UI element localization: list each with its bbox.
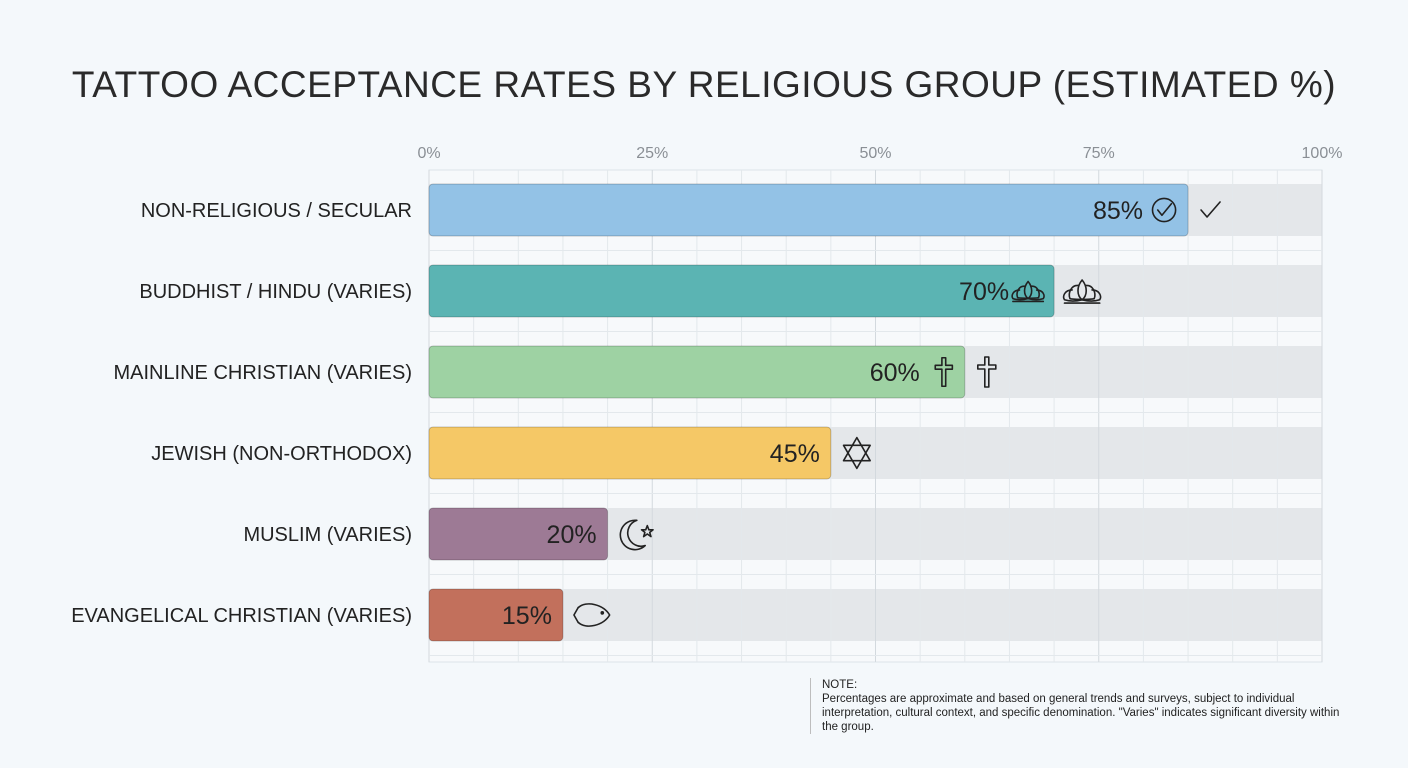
bar-value-label: 60%	[870, 359, 920, 387]
bar-value-label: 70%	[959, 278, 1009, 306]
x-tick-label: 100%	[1302, 145, 1343, 162]
cross-icon	[976, 356, 997, 388]
y-category-label: MAINLINE CHRISTIAN (VARIES)	[113, 362, 412, 384]
note-heading: NOTE:	[822, 679, 858, 691]
cross-icon	[934, 356, 954, 388]
crescent-star-icon	[619, 519, 654, 551]
lotus-icon	[1062, 279, 1102, 304]
bar-value-label: 45%	[770, 440, 820, 468]
fish-icon	[573, 603, 611, 627]
bar	[428, 345, 966, 399]
check-circle-icon	[1151, 197, 1177, 223]
x-tick-label: 50%	[859, 145, 891, 162]
x-tick-label: 25%	[636, 145, 668, 162]
y-category-label: EVANGELICAL CHRISTIAN (VARIES)	[71, 605, 412, 627]
bar	[428, 588, 564, 642]
bar-value-label: 85%	[1093, 197, 1143, 225]
note-text: Percentages are approximate and based on…	[822, 693, 1340, 733]
check-icon	[1200, 201, 1221, 218]
star-of-david-icon	[842, 436, 871, 470]
x-tick-label: 75%	[1083, 145, 1115, 162]
bar	[428, 183, 1189, 237]
bar	[428, 507, 609, 561]
bar	[428, 264, 1055, 318]
y-category-label: MUSLIM (VARIES)	[243, 524, 412, 546]
y-category-label: JEWISH (NON-ORTHODOX)	[151, 443, 412, 465]
bar-value-label: 15%	[502, 602, 552, 630]
y-category-label: NON-RELIGIOUS / SECULAR	[141, 200, 412, 222]
lotus-icon	[1011, 280, 1045, 303]
bar-value-label: 20%	[547, 521, 597, 549]
chart-note: NOTE: Percentages are approximate and ba…	[810, 678, 1342, 734]
bar	[428, 426, 832, 480]
y-category-label: BUDDHIST / HINDU (VARIES)	[139, 281, 412, 303]
x-tick-label: 0%	[417, 145, 440, 162]
chart-title: TATTOO ACCEPTANCE RATES BY RELIGIOUS GRO…	[71, 64, 1337, 105]
